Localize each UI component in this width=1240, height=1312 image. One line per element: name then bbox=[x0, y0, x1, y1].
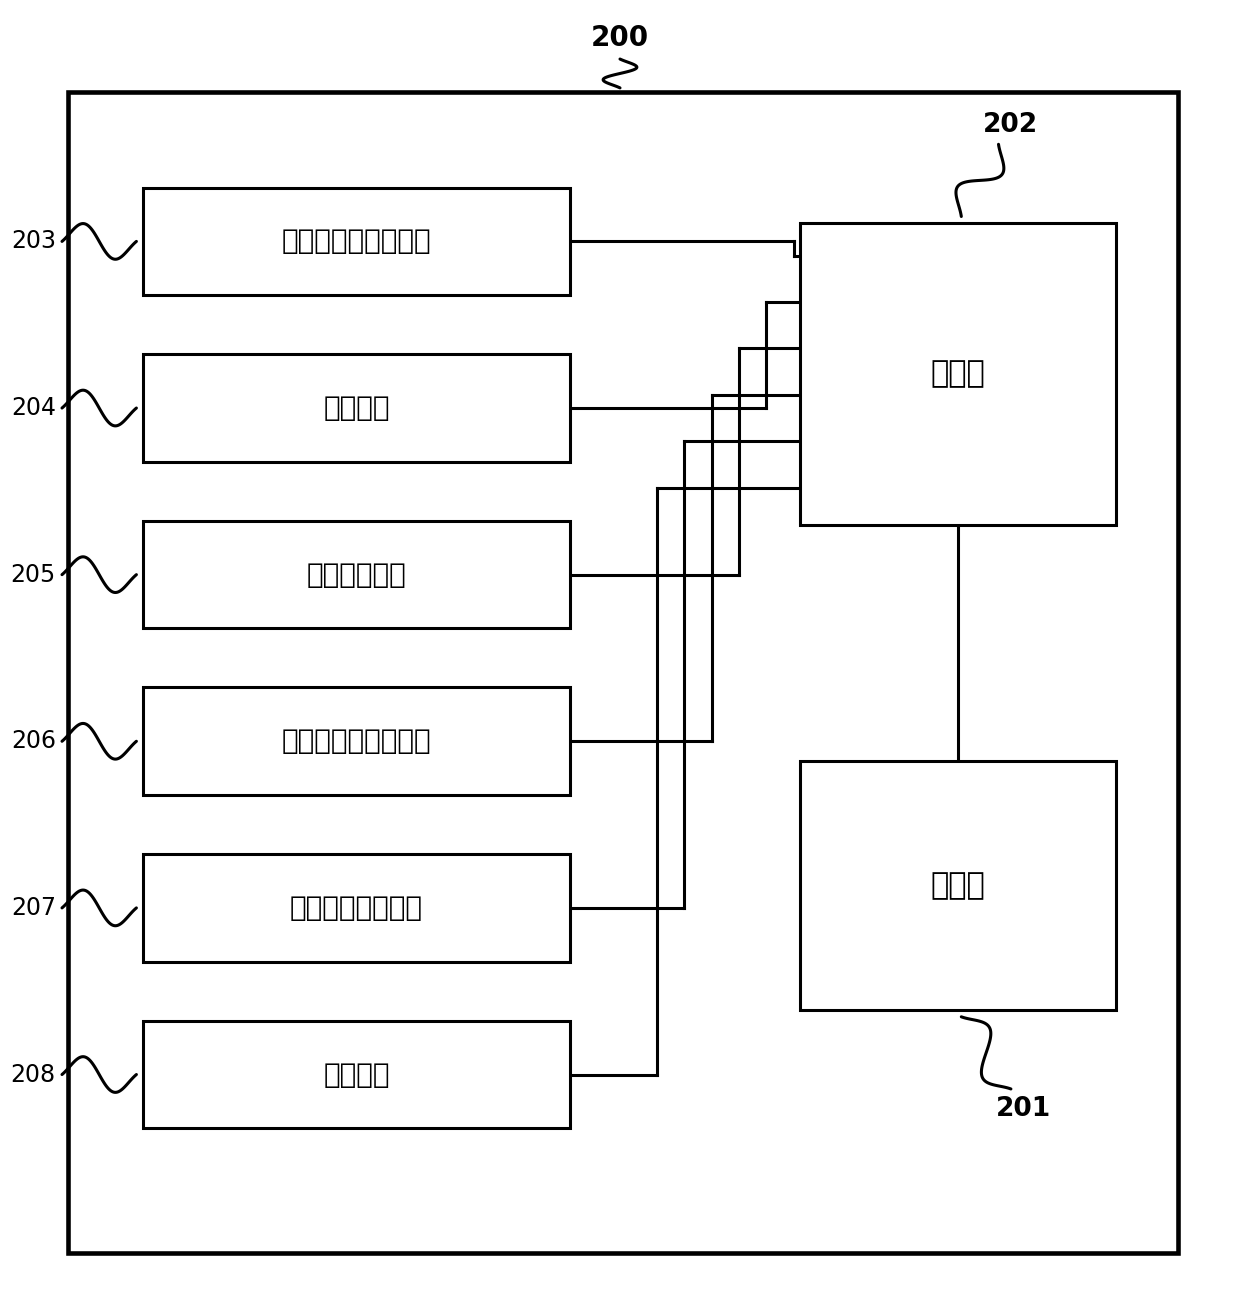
Text: 校准因子获取模块: 校准因子获取模块 bbox=[290, 893, 423, 922]
Bar bbox=[800, 223, 1116, 525]
Text: 206: 206 bbox=[11, 729, 56, 753]
Text: 校准模块: 校准模块 bbox=[324, 1060, 389, 1089]
Bar bbox=[143, 854, 570, 962]
Text: 204: 204 bbox=[11, 396, 56, 420]
Text: 207: 207 bbox=[11, 896, 56, 920]
Bar bbox=[143, 188, 570, 295]
Text: 阵中方向图获取模块: 阵中方向图获取模块 bbox=[281, 227, 432, 256]
Text: 信号收发模块: 信号收发模块 bbox=[306, 560, 407, 589]
Text: 208: 208 bbox=[11, 1063, 56, 1086]
Text: 201: 201 bbox=[996, 1096, 1052, 1122]
Text: 口径场激励获取模块: 口径场激励获取模块 bbox=[281, 727, 432, 756]
Bar bbox=[143, 1021, 570, 1128]
Bar bbox=[143, 687, 570, 795]
Bar bbox=[143, 521, 570, 628]
Text: 处理器: 处理器 bbox=[930, 359, 986, 388]
Text: 存储器: 存储器 bbox=[930, 871, 986, 900]
Bar bbox=[68, 92, 1178, 1253]
Text: 馈电模块: 馈电模块 bbox=[324, 394, 389, 422]
Text: 202: 202 bbox=[983, 112, 1038, 138]
Text: 205: 205 bbox=[11, 563, 56, 586]
Text: 200: 200 bbox=[591, 25, 649, 52]
Bar bbox=[800, 761, 1116, 1010]
Text: 203: 203 bbox=[11, 230, 56, 253]
Bar bbox=[143, 354, 570, 462]
